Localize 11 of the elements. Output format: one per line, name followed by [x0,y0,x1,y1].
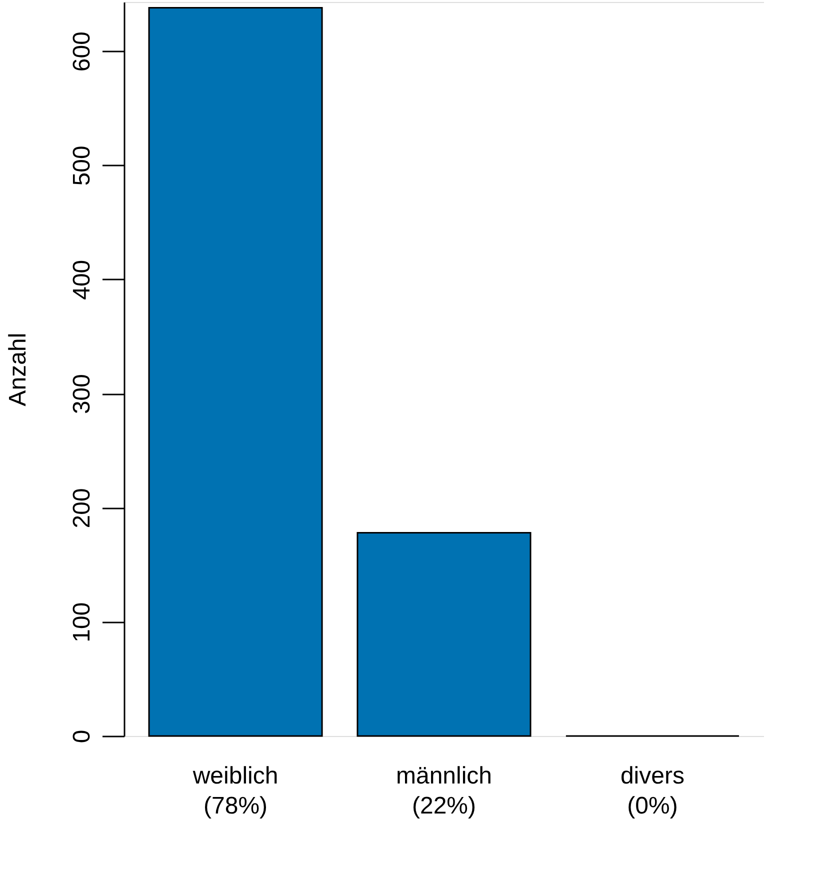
y-tick-label: 300 [68,374,96,414]
y-tick-label: 200 [68,488,96,528]
y-tick-label: 0 [68,730,96,744]
x-tick-label: männlich (22%) [396,762,492,820]
x-tick-label: divers (0%) [620,762,684,820]
y-tick-label: 100 [68,602,96,642]
y-tick-label: 400 [68,260,96,300]
x-tick-label: weiblich (78%) [192,762,278,820]
y-axis-title: Anzahl [4,332,32,406]
y-tick-label: 500 [68,146,96,186]
y-tick-label: 600 [68,32,96,72]
